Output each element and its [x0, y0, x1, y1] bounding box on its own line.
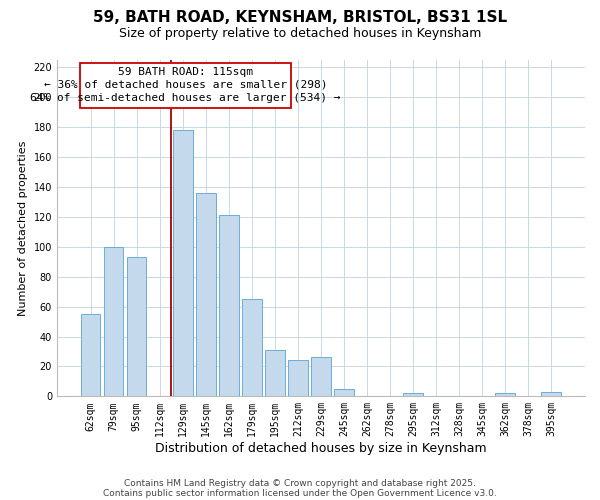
Text: Contains public sector information licensed under the Open Government Licence v3: Contains public sector information licen…	[103, 488, 497, 498]
FancyBboxPatch shape	[80, 63, 291, 108]
Bar	[81, 314, 100, 396]
Text: 64% of semi-detached houses are larger (534) →: 64% of semi-detached houses are larger (…	[31, 93, 341, 103]
Bar	[496, 394, 515, 396]
Bar	[173, 130, 193, 396]
Text: ← 36% of detached houses are smaller (298): ← 36% of detached houses are smaller (29…	[44, 80, 328, 90]
Bar	[196, 193, 215, 396]
Bar	[541, 392, 561, 396]
Text: 59 BATH ROAD: 115sqm: 59 BATH ROAD: 115sqm	[118, 68, 253, 78]
Bar	[219, 216, 239, 396]
Bar	[265, 350, 284, 397]
Bar	[288, 360, 308, 396]
X-axis label: Distribution of detached houses by size in Keynsham: Distribution of detached houses by size …	[155, 442, 487, 455]
Text: Contains HM Land Registry data © Crown copyright and database right 2025.: Contains HM Land Registry data © Crown c…	[124, 478, 476, 488]
Bar	[311, 358, 331, 397]
Bar	[334, 389, 354, 396]
Bar	[127, 258, 146, 396]
Text: 59, BATH ROAD, KEYNSHAM, BRISTOL, BS31 1SL: 59, BATH ROAD, KEYNSHAM, BRISTOL, BS31 1…	[93, 10, 507, 25]
Bar	[104, 247, 124, 396]
Bar	[403, 394, 423, 396]
Bar	[242, 299, 262, 396]
Text: Size of property relative to detached houses in Keynsham: Size of property relative to detached ho…	[119, 28, 481, 40]
Y-axis label: Number of detached properties: Number of detached properties	[18, 140, 28, 316]
